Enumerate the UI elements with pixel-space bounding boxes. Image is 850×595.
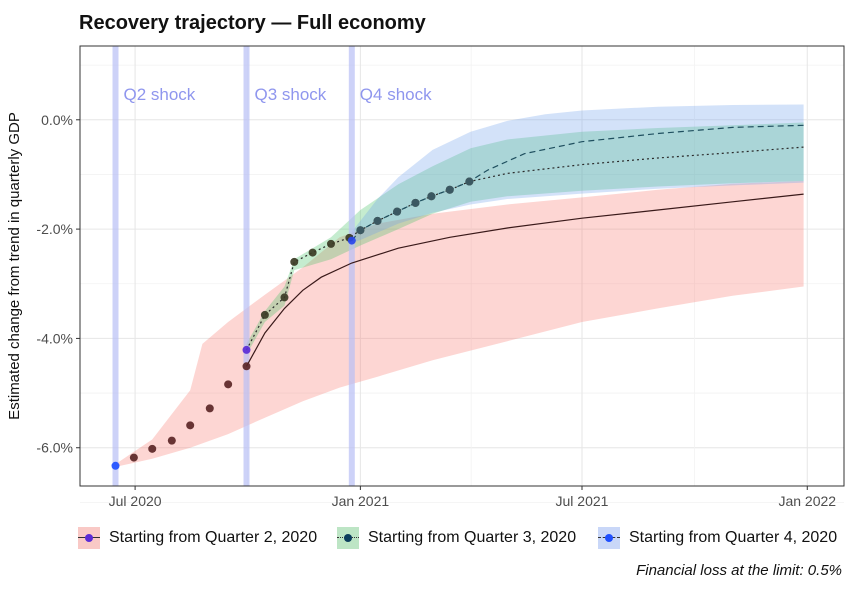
recovery-chart: Q2 shock Q3 shock Q4 shock -6.0% -4.0% -2.0%… — [6, 45, 845, 509]
band-series-4 — [351, 104, 804, 243]
y-tick-label: -6.0% — [36, 440, 73, 456]
legend-item-q3: Starting from Quarter 3, 2020 — [337, 524, 576, 552]
data-point-series-2 — [242, 362, 251, 371]
x-tick-label: Jan 2021 — [332, 493, 390, 509]
legend-dot — [605, 534, 613, 542]
data-point-series-4 — [393, 207, 402, 216]
legend-item-q4: Starting from Quarter 4, 2020 — [598, 524, 837, 552]
legend-item-q2: Starting from Quarter 2, 2020 — [78, 524, 317, 552]
data-point-series-3 — [326, 239, 335, 248]
data-point-series-3 — [280, 293, 289, 302]
band-series-3 — [246, 122, 804, 355]
data-point-series-2 — [205, 404, 214, 413]
point-layer — [111, 177, 474, 470]
shock-label: Q2 shock — [124, 85, 196, 104]
legend-key-q2 — [78, 527, 100, 549]
legend-label: Starting from Quarter 4, 2020 — [629, 529, 838, 546]
data-point-series-2 — [224, 380, 233, 389]
legend-label: Starting from Quarter 2, 2020 — [109, 529, 318, 546]
legend-dot — [85, 534, 93, 542]
legend-key-q4 — [598, 527, 620, 549]
grid-layer — [80, 46, 844, 503]
shock-label: Q4 shock — [360, 85, 432, 104]
trajectory-line-series-4 — [351, 124, 804, 241]
y-tick-label: 0.0% — [41, 112, 73, 128]
data-point-series-2 — [129, 453, 138, 462]
legend-key-q3 — [337, 527, 359, 549]
legend: Starting from Quarter 2, 2020 Starting f… — [0, 524, 850, 552]
x-tick-label: Jul 2021 — [556, 493, 609, 509]
data-point-series-4 — [445, 185, 454, 194]
data-point-series-4 — [373, 216, 382, 225]
y-axis-title: Estimated change from trend in quarterly… — [6, 112, 23, 420]
shock-label: Q3 shock — [255, 85, 327, 104]
plot-border — [79, 45, 845, 487]
data-point-series-4 — [465, 177, 474, 186]
data-point-series-4 — [356, 226, 365, 235]
data-point-series-3 — [242, 345, 251, 354]
axes-layer: -6.0% -4.0% -2.0% 0.0% Jul 2020 Jan 2021 Jul 2… — [6, 45, 845, 509]
data-point-series-2 — [148, 444, 157, 453]
legend-label: Starting from Quarter 3, 2020 — [368, 529, 577, 546]
band-series-2 — [115, 181, 804, 467]
data-point-series-3 — [308, 248, 317, 257]
y-tick-label: -4.0% — [36, 330, 73, 346]
trajectory-line-series-2 — [245, 193, 804, 367]
data-point-series-2 — [167, 436, 176, 445]
chart-title: Recovery trajectory — Full economy — [79, 12, 426, 34]
x-tick-label: Jan 2022 — [778, 493, 836, 509]
caption: Financial loss at the limit: 0.5% — [636, 562, 842, 579]
line-layer — [245, 124, 804, 367]
legend-dot — [344, 534, 352, 542]
data-point-series-4 — [347, 236, 356, 245]
data-point-series-2 — [111, 461, 120, 470]
data-point-series-3 — [290, 257, 299, 266]
data-point-series-4 — [427, 192, 436, 201]
data-point-series-3 — [260, 310, 269, 319]
y-tick-label: -2.0% — [36, 221, 73, 237]
x-tick-label: Jul 2020 — [109, 493, 162, 509]
data-point-series-2 — [186, 421, 195, 430]
shock-layer: Q2 shock Q3 shock Q4 shock — [112, 46, 432, 486]
data-point-series-4 — [411, 198, 420, 207]
band-layer — [115, 104, 804, 467]
